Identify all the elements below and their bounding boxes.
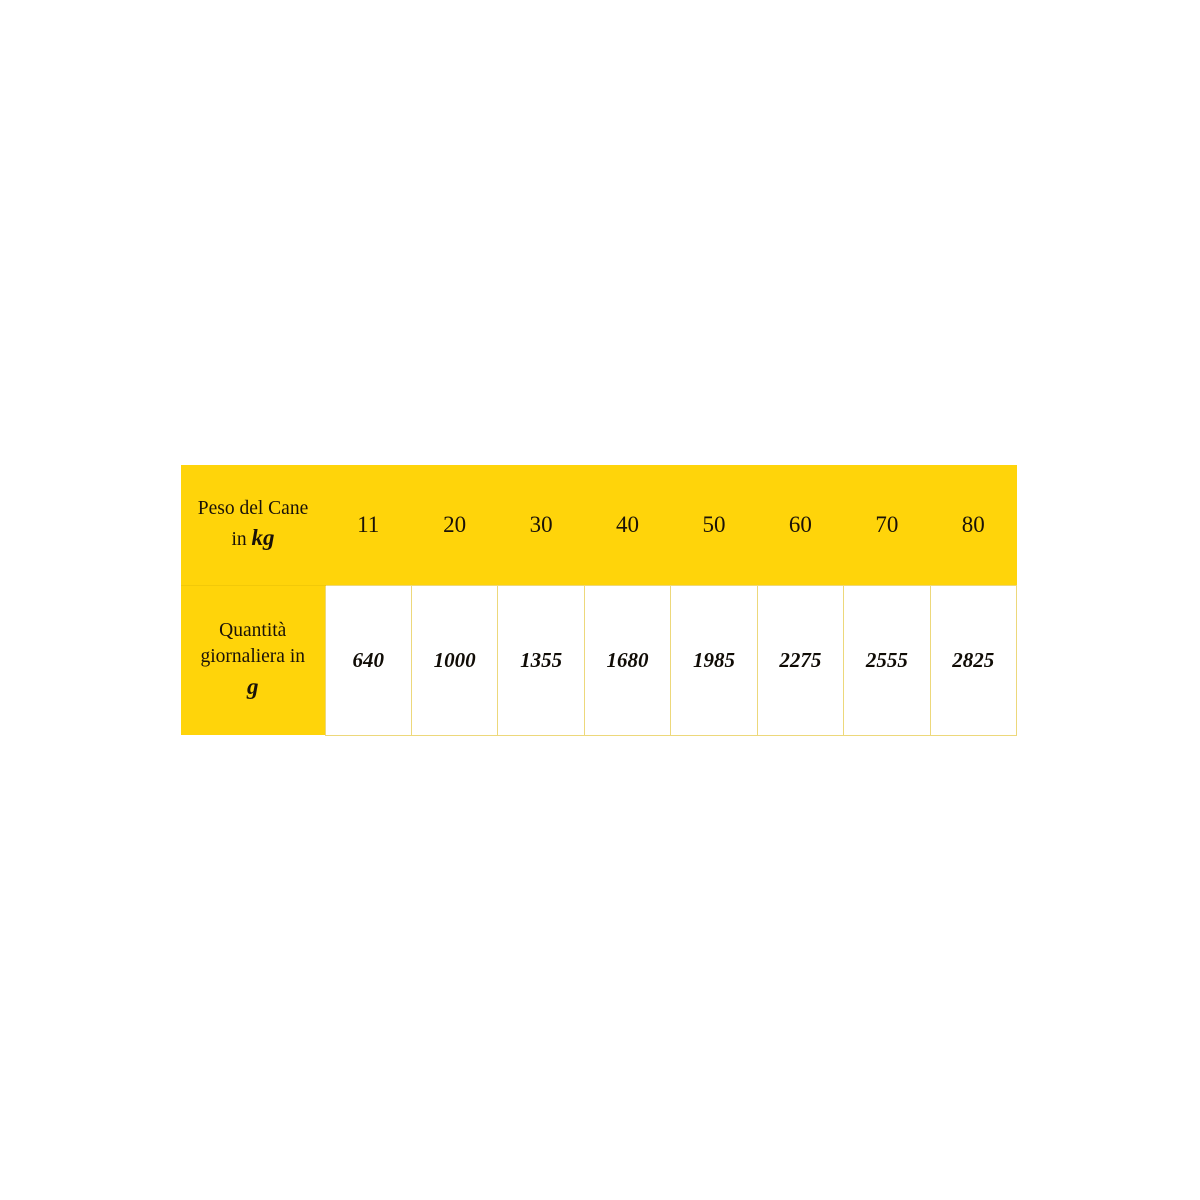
- table-body: Peso del Cane in kg 11 20 30 40 50 60 70…: [181, 465, 1018, 736]
- quantity-value-cell-5: 1985: [670, 584, 758, 736]
- table-row-quantity: Quantità giornaliera in g 640 1000 1355 …: [181, 584, 1018, 736]
- row-header-weight-line1: Peso del Cane: [197, 497, 309, 519]
- weight-value-cell-7: 70: [843, 465, 931, 585]
- quantity-value-cell-3: 1355: [497, 584, 585, 736]
- weight-value-cell-5: 50: [670, 465, 758, 585]
- weight-value-cell-2: 20: [411, 465, 498, 585]
- weight-value-cell-4: 40: [584, 465, 671, 585]
- dog-feeding-table: Peso del Cane in kg 11 20 30 40 50 60 70…: [181, 465, 1018, 736]
- quantity-value-cell-6: 2275: [756, 584, 845, 736]
- row-header-quantity-unit: g: [247, 674, 259, 699]
- row-header-quantity-line1: Quantità: [219, 619, 287, 641]
- feeding-table-container: Peso del Cane in kg 11 20 30 40 50 60 70…: [181, 465, 1018, 736]
- row-header-daily-quantity: Quantità giornaliera in g: [181, 584, 325, 735]
- row-header-weight-unit: kg: [251, 525, 275, 551]
- weight-value-cell-6: 60: [757, 465, 844, 585]
- quantity-value-cell-7: 2555: [843, 584, 931, 736]
- row-header-dog-weight: Peso del Cane in kg: [181, 465, 325, 585]
- quantity-value-cell-2: 1000: [410, 584, 499, 736]
- weight-value-cell-3: 30: [497, 465, 585, 585]
- row-header-quantity-line2: giornaliera in: [200, 646, 306, 668]
- quantity-value-cell-1: 640: [324, 584, 412, 736]
- quantity-value-cell-4: 1680: [583, 584, 672, 736]
- table-row-weight: Peso del Cane in kg 11 20 30 40 50 60 70…: [181, 465, 1017, 585]
- weight-value-cell-8: 80: [930, 465, 1017, 585]
- row-header-weight-line2-prefix: in: [231, 529, 252, 551]
- weight-value-cell-1: 11: [325, 465, 412, 585]
- quantity-value-cell-8: 2825: [929, 584, 1018, 736]
